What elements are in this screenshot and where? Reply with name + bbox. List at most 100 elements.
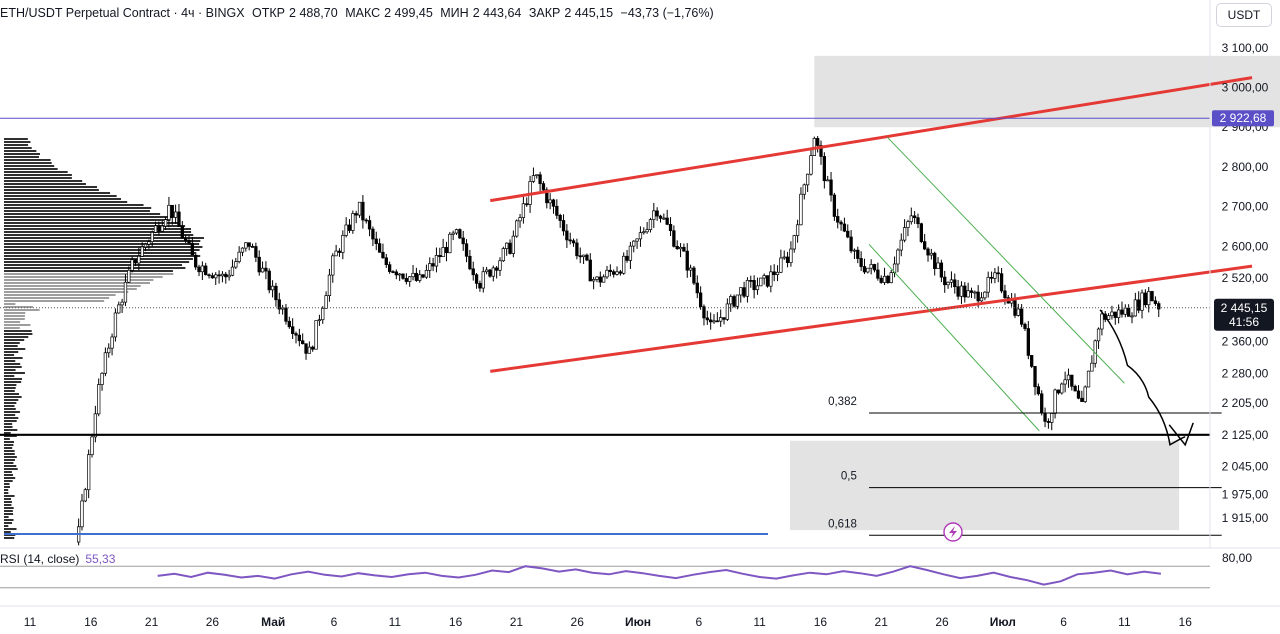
candle[interactable] [170, 204, 174, 218]
candle[interactable] [675, 245, 679, 250]
candle[interactable] [595, 276, 599, 280]
candle[interactable] [1019, 308, 1024, 325]
candle[interactable] [662, 217, 666, 220]
drawing-overlays[interactable]: 0,382 0,5 0,618 [0, 76, 1253, 542]
candle[interactable] [628, 245, 633, 261]
candle[interactable] [1143, 292, 1148, 306]
candle[interactable] [87, 454, 91, 491]
candle[interactable] [254, 246, 258, 258]
candle[interactable] [434, 255, 439, 267]
candle[interactable] [441, 247, 445, 258]
candle[interactable] [899, 239, 903, 251]
candle[interactable] [247, 242, 251, 247]
candle[interactable] [244, 242, 248, 249]
candle[interactable] [200, 265, 205, 273]
candle[interactable] [702, 306, 706, 319]
candle[interactable] [605, 269, 609, 278]
candle[interactable] [130, 259, 134, 271]
candle[interactable] [103, 352, 108, 374]
candle[interactable] [100, 372, 104, 385]
candle[interactable] [1090, 362, 1094, 372]
candle[interactable] [160, 225, 164, 232]
candle[interactable] [638, 232, 643, 240]
candle[interactable] [1043, 412, 1047, 422]
candle[interactable] [906, 221, 910, 228]
candle[interactable] [548, 199, 552, 204]
candle[interactable] [257, 256, 261, 273]
candle[interactable] [1016, 308, 1020, 316]
candle[interactable] [618, 271, 623, 274]
candle[interactable] [531, 175, 536, 182]
candle[interactable] [682, 246, 686, 252]
candle[interactable] [140, 246, 144, 257]
candle[interactable] [782, 256, 786, 259]
candle[interactable] [678, 246, 683, 250]
candle[interactable] [1009, 300, 1014, 304]
candle[interactable] [404, 278, 409, 282]
candle[interactable] [963, 285, 967, 298]
candle[interactable] [715, 320, 719, 323]
candle[interactable] [739, 287, 743, 296]
candle[interactable] [374, 238, 378, 244]
candle[interactable] [923, 241, 927, 250]
candle[interactable] [752, 280, 756, 291]
candle[interactable] [999, 273, 1004, 292]
candle[interactable] [113, 312, 118, 338]
candle[interactable] [759, 277, 763, 287]
candle[interactable] [802, 184, 806, 195]
candle[interactable] [1127, 307, 1131, 317]
rsi-line[interactable] [157, 565, 1162, 586]
candle[interactable] [488, 269, 492, 277]
candle[interactable] [622, 255, 626, 274]
candle[interactable] [367, 220, 372, 230]
candle[interactable] [270, 285, 275, 291]
candle[interactable] [1100, 313, 1104, 330]
candle[interactable] [578, 255, 582, 258]
candle[interactable] [327, 274, 332, 296]
candle[interactable] [996, 272, 1000, 275]
candle[interactable] [150, 232, 154, 242]
candle[interactable] [224, 273, 228, 278]
candle[interactable] [869, 264, 873, 269]
candle[interactable] [214, 274, 218, 279]
candle[interactable] [421, 274, 425, 278]
candle[interactable] [909, 215, 913, 223]
candle[interactable] [665, 217, 669, 225]
candle[interactable] [688, 267, 693, 271]
candle[interactable] [866, 267, 870, 273]
candle[interactable] [321, 307, 325, 321]
candle[interactable] [411, 272, 415, 278]
candle[interactable] [384, 257, 388, 266]
candle[interactable] [1066, 374, 1071, 381]
candle[interactable] [1026, 328, 1030, 356]
candle[interactable] [719, 317, 723, 322]
candle[interactable] [93, 413, 98, 438]
candle[interactable] [816, 138, 820, 146]
candle[interactable] [260, 267, 265, 273]
candle[interactable] [147, 241, 151, 245]
candle[interactable] [1137, 299, 1141, 311]
candle[interactable] [789, 248, 793, 263]
candle[interactable] [461, 237, 465, 245]
candle[interactable] [959, 285, 964, 297]
candle[interactable] [588, 259, 592, 282]
candle[interactable] [902, 227, 907, 241]
candle[interactable] [926, 248, 930, 256]
candle[interactable] [1030, 355, 1034, 367]
candle[interactable] [762, 275, 766, 279]
candle[interactable] [705, 317, 709, 321]
candle[interactable] [779, 257, 783, 273]
candle[interactable] [331, 255, 335, 276]
candle[interactable] [163, 219, 168, 227]
candle[interactable] [137, 255, 141, 264]
candle[interactable] [133, 259, 138, 264]
time-axis[interactable]: 11 16 21 26 Май 6 11 16 21 26 Июн 6 11 16 21 26 Июл 6 11 16 [0, 605, 1280, 629]
descending-channel-line[interactable] [868, 243, 1040, 432]
candle[interactable] [207, 274, 211, 277]
candle[interactable] [846, 230, 850, 238]
candle[interactable] [1083, 386, 1087, 402]
candle[interactable] [859, 258, 863, 267]
candle[interactable] [842, 223, 847, 232]
candle[interactable] [337, 250, 342, 253]
